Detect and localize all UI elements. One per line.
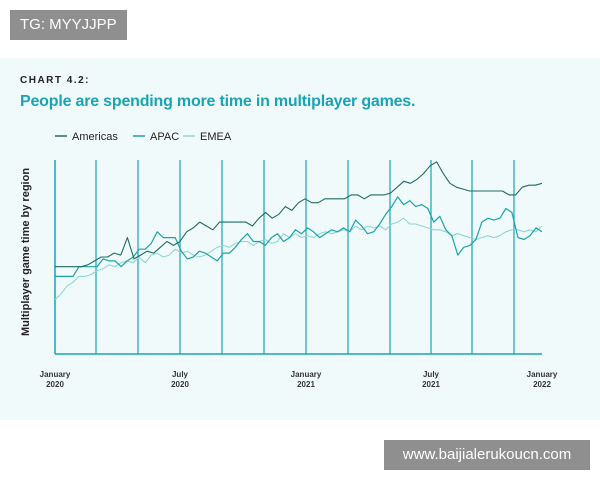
series-layer [54, 161, 543, 301]
axes [54, 160, 542, 355]
gridlines [95, 160, 515, 354]
x-tick-label-year: 2021 [297, 380, 315, 389]
x-tick-label-year: 2020 [46, 380, 64, 389]
chart-panel [0, 58, 600, 420]
x-tick-label: January [527, 370, 558, 379]
x-tick-labels: January2020July2020January2021July2021Ja… [40, 370, 558, 389]
chart-kicker: CHART 4.2: [20, 75, 91, 86]
legend: Americas APAC EMEA [55, 131, 232, 143]
x-tick-label-year: 2021 [422, 380, 440, 389]
x-tick-label: July [423, 370, 440, 379]
chart-title: People are spending more time in multipl… [20, 93, 416, 110]
watermark-top: TG: MYYJJPP [10, 10, 127, 40]
x-tick-label-year: 2020 [171, 380, 189, 389]
series-line-americas [55, 161, 543, 268]
x-tick-label: July [172, 370, 189, 379]
series-line-apac [55, 196, 543, 277]
legend-label-emea: EMEA [200, 131, 232, 143]
legend-label-americas: Americas [72, 131, 118, 143]
x-tick-label: January [40, 370, 71, 379]
watermark-bottom: www.baijialerukoucn.com [384, 440, 590, 470]
x-tick-label: January [291, 370, 322, 379]
series-line-emea [54, 217, 543, 301]
legend-label-apac: APAC [150, 131, 179, 143]
x-tick-label-year: 2022 [533, 380, 551, 389]
y-axis-label: Multiplayer game time by region [20, 168, 32, 336]
